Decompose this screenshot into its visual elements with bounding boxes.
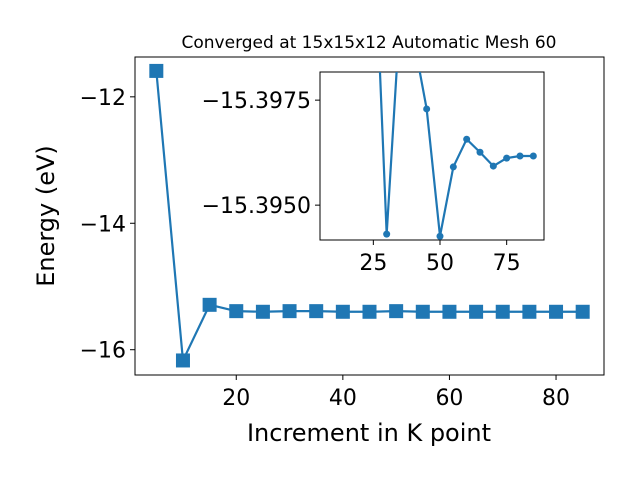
marker [175,353,190,368]
y-axis-label: Energy (eV) [32,145,60,287]
y-tick-label: −16 [80,339,126,364]
marker [549,304,564,319]
x-tick-label: 40 [329,386,357,411]
x-tick-label: 75 [493,251,521,276]
marker [449,163,457,171]
x-tick-label: 60 [435,386,463,411]
marker [469,304,484,319]
y-tick-label: −15.3975 [202,89,311,114]
plot-area [378,13,537,240]
marker [397,13,404,20]
marker [415,304,430,319]
marker [229,304,244,319]
x-tick-label: 50 [426,251,454,276]
plot-area [149,63,590,368]
marker [476,148,484,156]
y-tick-label: −12 [80,86,126,111]
marker [309,304,324,319]
marker [436,232,444,240]
marker [463,135,471,143]
marker [442,304,457,319]
x-axis-label: Increment in K point [247,419,491,447]
marker [282,304,297,319]
marker [503,154,511,162]
chart-title: Converged at 15x15x12 Automatic Mesh 60 [182,33,557,53]
x-tick-label: 25 [359,251,387,276]
x-tick-label: 80 [542,386,570,411]
marker [383,230,391,238]
marker [522,304,537,319]
marker [423,105,431,113]
y-tick-label: −14 [80,212,126,237]
marker [389,304,404,319]
marker [489,162,497,170]
marker [362,304,377,319]
marker [495,304,510,319]
marker [202,297,217,312]
y-tick-label: −15.3950 [202,194,311,219]
x-tick-label: 20 [222,386,250,411]
marker [516,152,524,160]
marker [529,152,537,160]
marker [335,304,350,319]
marker [149,63,164,78]
marker [575,304,590,319]
marker [255,304,270,319]
